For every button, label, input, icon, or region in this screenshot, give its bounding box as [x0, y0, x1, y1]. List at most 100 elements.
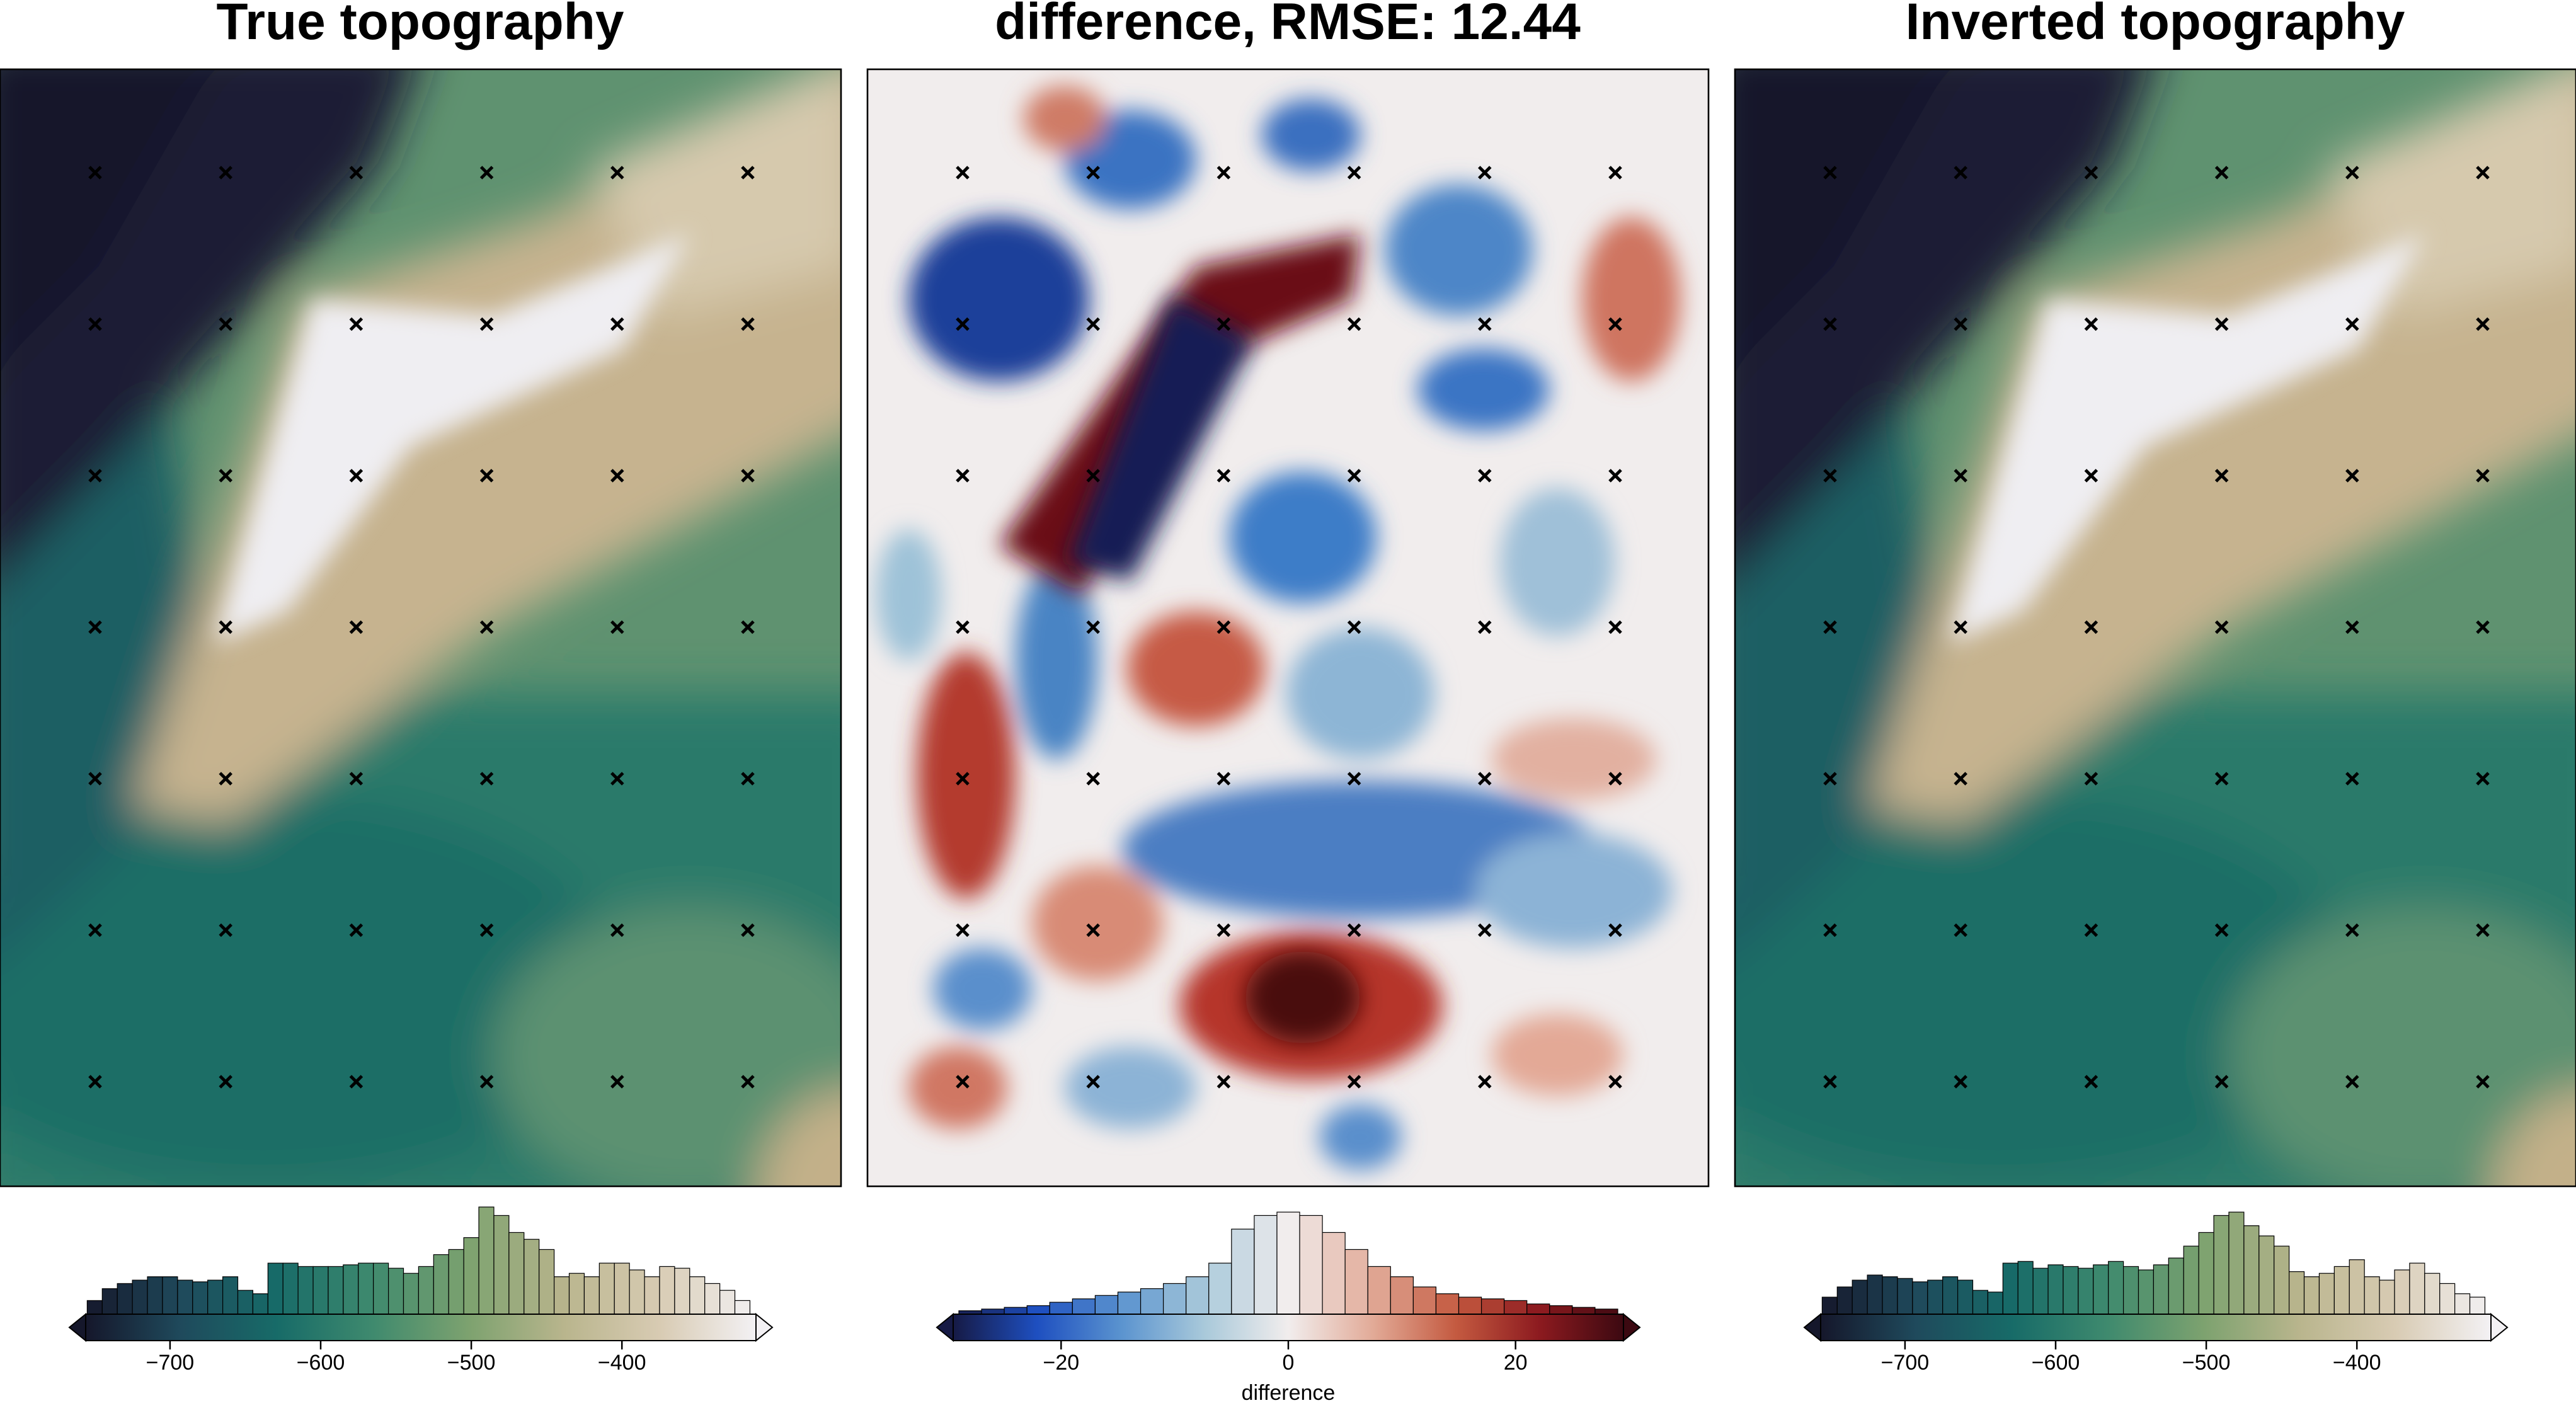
histogram-bar [343, 1264, 359, 1315]
station-marker [610, 923, 624, 937]
tick-label: −500 [447, 1351, 496, 1375]
chart-title: True topography [217, 0, 624, 50]
station-marker [1478, 317, 1492, 331]
station-marker [2214, 923, 2229, 937]
map-panel [1734, 68, 2576, 1188]
station-marker [1608, 469, 1622, 483]
station-marker [2084, 620, 2098, 634]
colorbar-extend [936, 1312, 954, 1343]
station-marker [1954, 620, 1967, 634]
station-marker [1823, 772, 1837, 786]
station-marker [2084, 923, 2098, 937]
station-marker [219, 469, 232, 483]
station-marker [2214, 772, 2229, 786]
histogram-bar [2243, 1225, 2260, 1315]
histogram-bar [2198, 1232, 2214, 1315]
station-marker [1608, 620, 1622, 634]
station-marker [2345, 772, 2359, 786]
station-marker [2345, 1075, 2359, 1089]
station-marker [1954, 317, 1967, 331]
station-marker [1347, 772, 1361, 786]
histogram-bar [689, 1276, 706, 1315]
histogram-bar [1526, 1303, 1550, 1315]
station-marker [2476, 772, 2490, 786]
histogram-bar [2424, 1273, 2441, 1315]
station-marker [349, 1075, 364, 1089]
histogram-bar [1208, 1263, 1232, 1315]
histogram-bar [1987, 1291, 2003, 1315]
station-marker [1216, 923, 1231, 937]
station-marker [2476, 923, 2490, 937]
histogram-bar [2318, 1273, 2335, 1315]
histogram-bar [1504, 1300, 1528, 1315]
tick-label: −700 [1881, 1351, 1930, 1375]
histogram-bar [583, 1276, 600, 1315]
chart-title: difference, RMSE: 12.44 [995, 0, 1581, 50]
station-marker [2084, 1075, 2098, 1089]
station-marker [349, 772, 364, 786]
histogram-bar [2122, 1266, 2139, 1315]
tick-label: 0 [1283, 1351, 1295, 1375]
colorbar-extend [1623, 1312, 1641, 1343]
station-marker [2214, 317, 2229, 331]
histogram-bar [433, 1254, 449, 1315]
colorbar-extend [1803, 1312, 1821, 1343]
histogram-bar [147, 1276, 163, 1315]
station-marker [2476, 1075, 2490, 1089]
histogram-bar [222, 1276, 239, 1315]
station-marker [1478, 166, 1492, 180]
station-marker [219, 166, 232, 180]
histogram-bar [117, 1283, 133, 1315]
station-marker [1086, 620, 1100, 634]
tick-label: −400 [598, 1351, 646, 1375]
histogram-bar [1836, 1286, 1853, 1315]
station-marker [1086, 1075, 1100, 1089]
histogram-bar [1942, 1276, 1959, 1315]
histogram-bar [2333, 1266, 2350, 1315]
histogram-bar [373, 1263, 389, 1315]
histogram-bar [2454, 1293, 2471, 1315]
histogram-bar [674, 1268, 690, 1315]
histogram-bar [2168, 1257, 2184, 1315]
histogram-bar [101, 1288, 118, 1315]
histogram-bar [328, 1266, 344, 1315]
station-marker [1216, 620, 1231, 634]
station-marker [610, 166, 624, 180]
station-marker [88, 772, 102, 786]
histogram-bar [554, 1276, 570, 1315]
station-marker [1954, 923, 1967, 937]
station-marker [88, 620, 102, 634]
station-marker [956, 1075, 970, 1089]
histogram-bar [1852, 1280, 1868, 1315]
station-marker [88, 923, 102, 937]
station-marker [1086, 317, 1100, 331]
histogram-bar [177, 1280, 193, 1315]
histogram-bar [1140, 1288, 1164, 1315]
station-marker [956, 923, 970, 937]
station-marker [1608, 772, 1622, 786]
histogram-bar [1322, 1232, 1346, 1315]
histogram-bar [2379, 1280, 2395, 1315]
histogram-bar [1231, 1228, 1255, 1315]
station-marker [1347, 317, 1361, 331]
histogram-bar [1882, 1276, 1898, 1315]
histogram-bar [2228, 1211, 2245, 1315]
colorbar [1820, 1314, 2492, 1341]
station-marker [219, 317, 232, 331]
histogram-bar [1458, 1297, 1482, 1315]
histogram-bar [358, 1263, 374, 1315]
station-marker [349, 317, 364, 331]
histogram-bar [629, 1269, 645, 1315]
station-marker [1216, 772, 1231, 786]
station-marker [956, 317, 970, 331]
histogram-bar [267, 1263, 283, 1315]
station-marker [610, 620, 624, 634]
histogram-bar [387, 1268, 404, 1315]
station-marker [479, 772, 494, 786]
station-marker [1216, 166, 1231, 180]
map-panel [0, 68, 842, 1188]
histogram-bar [981, 1309, 1005, 1315]
station-marker [956, 772, 970, 786]
histogram-bar [614, 1263, 630, 1315]
histogram-bar [2183, 1246, 2199, 1315]
